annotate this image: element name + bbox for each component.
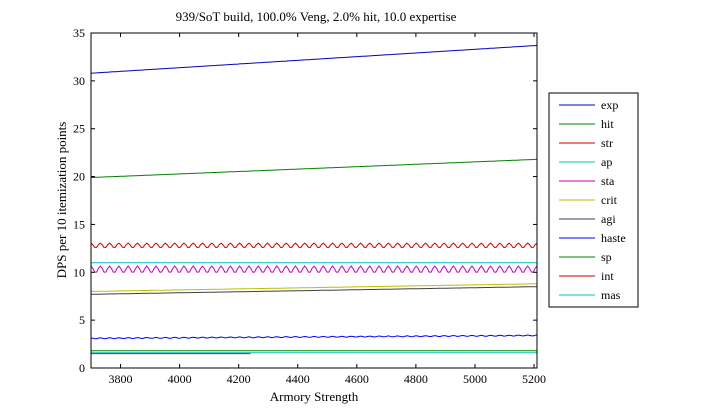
series-line-str	[90, 242, 538, 248]
legend-label-hit: hit	[601, 117, 614, 131]
y-tick-label: 10	[73, 265, 85, 279]
legend-label-exp: exp	[601, 98, 618, 112]
x-tick-label: 4400	[286, 372, 310, 386]
legend-label-str: str	[601, 136, 613, 150]
y-tick-label: 5	[79, 313, 85, 327]
y-tick-label: 0	[79, 361, 85, 375]
series-line-crit	[91, 283, 537, 292]
x-tick-label: 5000	[463, 372, 487, 386]
legend-label-agi: agi	[601, 212, 616, 226]
x-tick-label: 4600	[345, 372, 369, 386]
x-axis-label: Armory Strength	[270, 389, 359, 404]
legend-label-ap: ap	[601, 155, 612, 169]
x-tick-label: 4000	[168, 372, 192, 386]
y-tick-label: 15	[73, 217, 85, 231]
x-tick-label: 4800	[404, 372, 428, 386]
legend-label-crit: crit	[601, 193, 618, 207]
legend-label-int: int	[601, 269, 614, 283]
series-line-exp	[90, 44, 538, 74]
series-line-agi	[91, 286, 538, 295]
legend-label-sp: sp	[601, 250, 612, 264]
y-axis-label: DPS per 10 itemization points	[54, 122, 69, 279]
x-tick-label: 5200	[522, 372, 546, 386]
y-tick-label: 30	[73, 74, 85, 88]
series-line-sta	[90, 265, 538, 273]
x-tick-label: 4200	[227, 372, 251, 386]
y-tick-label: 35	[73, 26, 85, 40]
series-layer	[90, 44, 538, 355]
chart-title: 939/SoT build, 100.0% Veng, 2.0% hit, 10…	[176, 9, 457, 24]
legend-label-mas: mas	[601, 288, 621, 302]
series-line-haste	[90, 334, 538, 340]
legend: exp hit str ap sta crit agi haste sp int mas	[548, 92, 639, 308]
series-line-hit	[91, 158, 538, 178]
y-tick-label: 20	[73, 170, 85, 184]
tick-layer: 3800 4000 4200 4400 4600 4800 5000 5200 0 5 10 15 20…	[73, 26, 546, 386]
legend-label-sta: sta	[601, 174, 615, 188]
y-tick-label: 25	[73, 122, 85, 136]
legend-label-haste: haste	[601, 231, 626, 245]
x-tick-label: 3800	[109, 372, 133, 386]
plot-frame	[90, 32, 538, 369]
